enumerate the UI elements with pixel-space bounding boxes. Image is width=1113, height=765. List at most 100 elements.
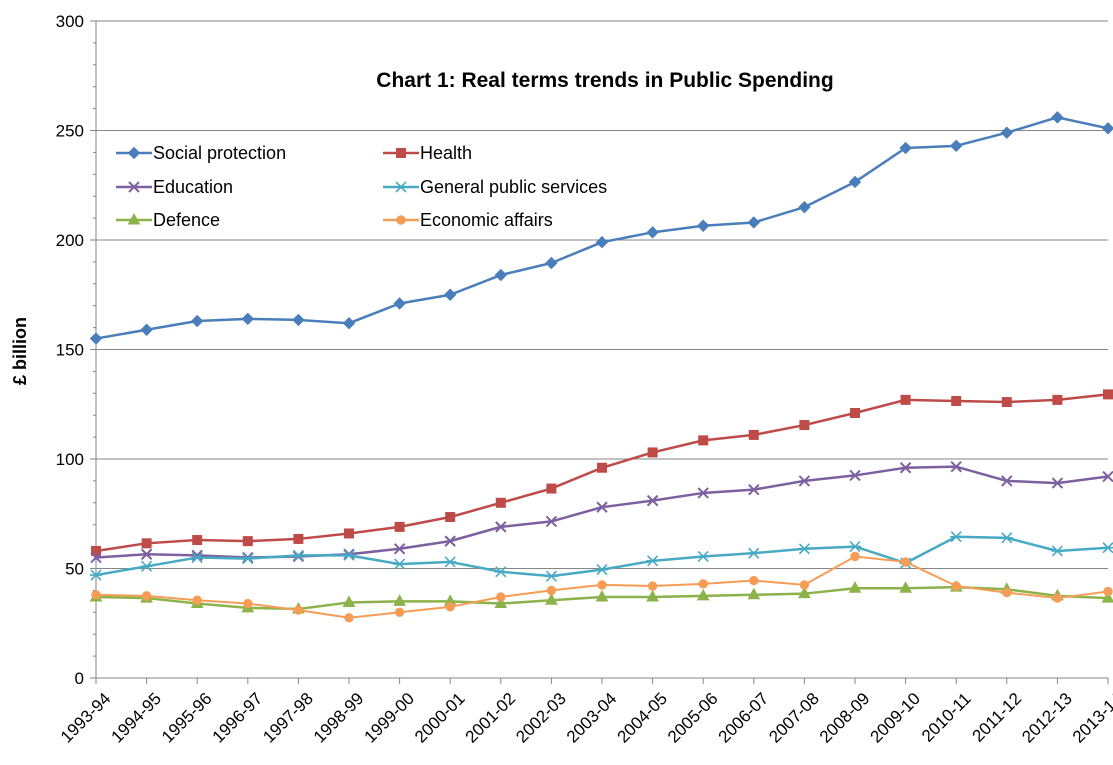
- data-point: [241, 312, 255, 326]
- data-point: [1051, 477, 1064, 489]
- data-point: [1101, 591, 1113, 603]
- data-point: [242, 536, 253, 547]
- data-point: [951, 395, 962, 406]
- x-tick-label: 2012-13: [1018, 689, 1076, 747]
- data-point: [445, 602, 455, 612]
- x-tick-label: 2005-06: [664, 689, 722, 747]
- legend-label: Economic affairs: [420, 210, 553, 230]
- data-point: [545, 593, 558, 605]
- x-tick-label: 1995-96: [158, 689, 216, 747]
- data-point: [848, 175, 862, 189]
- data-point: [344, 528, 354, 539]
- legend-item: Social protection: [116, 143, 286, 163]
- data-point: [1051, 111, 1064, 124]
- x-tick-label: 2013-14: [1069, 689, 1113, 747]
- data-point: [899, 581, 912, 593]
- data-point: [748, 429, 759, 440]
- data-point: [191, 551, 204, 564]
- data-point: [127, 212, 141, 225]
- series-0: [89, 111, 1113, 345]
- data-point: [850, 551, 860, 562]
- data-point: [596, 501, 608, 513]
- data-point: [696, 219, 710, 232]
- data-point: [546, 585, 557, 596]
- data-point: [1001, 475, 1013, 487]
- data-point: [799, 420, 810, 431]
- data-point: [950, 460, 962, 473]
- data-point: [1051, 545, 1064, 557]
- data-point: [696, 588, 710, 601]
- data-point: [747, 547, 760, 559]
- data-point: [1002, 587, 1012, 598]
- data-point: [849, 469, 861, 482]
- data-point: [393, 297, 406, 310]
- data-point: [495, 521, 507, 533]
- x-tick-label: 2002-03: [512, 689, 570, 747]
- x-tick-label: 1998-99: [310, 689, 368, 747]
- legend-label: Education: [153, 177, 233, 197]
- data-point: [241, 553, 254, 565]
- x-tick-label: 2004-05: [613, 689, 671, 747]
- data-point: [445, 512, 456, 523]
- data-point: [698, 579, 708, 589]
- x-tick-label: 1999-00: [360, 689, 418, 747]
- data-point: [393, 594, 406, 606]
- data-point: [140, 548, 153, 560]
- x-tick-label: 1997-98: [259, 689, 317, 747]
- data-point: [293, 533, 304, 544]
- data-point: [1052, 593, 1063, 603]
- data-point: [1052, 394, 1063, 405]
- data-point: [292, 313, 305, 327]
- legend-item: Health: [383, 143, 472, 163]
- y-tick-label: 250: [56, 122, 84, 141]
- data-point: [597, 580, 607, 590]
- data-point: [342, 317, 356, 330]
- data-point: [91, 545, 101, 556]
- x-tick-label: 2003-04: [563, 689, 621, 747]
- data-point: [747, 587, 761, 600]
- x-tick-label: 1993-94: [57, 689, 115, 747]
- x-tick-label: 1996-97: [209, 689, 267, 747]
- x-tick-label: 2011-12: [969, 689, 1026, 746]
- legend-label: Health: [420, 143, 472, 163]
- data-point: [749, 575, 759, 586]
- legend-label: Defence: [153, 210, 220, 230]
- data-point: [444, 535, 456, 547]
- legend-label: General public services: [420, 177, 607, 197]
- data-point: [647, 581, 658, 591]
- legend: Social protection Health Education General …: [116, 143, 607, 230]
- data-point: [647, 447, 658, 458]
- data-point: [697, 550, 710, 563]
- data-point: [646, 494, 659, 507]
- data-point: [698, 435, 709, 446]
- data-point: [1103, 586, 1113, 597]
- data-point: [394, 521, 405, 532]
- data-point: [748, 483, 760, 496]
- data-point: [798, 200, 811, 214]
- data-point: [128, 181, 140, 193]
- data-point: [90, 551, 102, 564]
- data-point: [545, 256, 558, 270]
- data-point: [951, 581, 961, 591]
- x-tick-label: 2006-07: [715, 689, 773, 747]
- legend-item: Economic affairs: [383, 210, 553, 230]
- data-point: [799, 580, 810, 590]
- data-point: [140, 323, 153, 336]
- data-point: [89, 332, 103, 345]
- data-point: [697, 487, 709, 499]
- data-point: [950, 531, 963, 543]
- data-point: [494, 268, 508, 282]
- data-point: [192, 595, 202, 605]
- data-point: [848, 581, 862, 593]
- y-tick-label: 150: [56, 341, 84, 360]
- data-point: [899, 462, 912, 474]
- data-point: [798, 543, 811, 555]
- legend-item: General public services: [383, 177, 607, 197]
- y-tick-label: 0: [75, 669, 84, 688]
- data-point: [545, 570, 558, 582]
- data-point: [344, 613, 354, 623]
- data-point: [1102, 542, 1113, 554]
- data-point: [646, 589, 659, 602]
- y-tick-labels: 0 50 100 150 200 250 300: [56, 12, 84, 688]
